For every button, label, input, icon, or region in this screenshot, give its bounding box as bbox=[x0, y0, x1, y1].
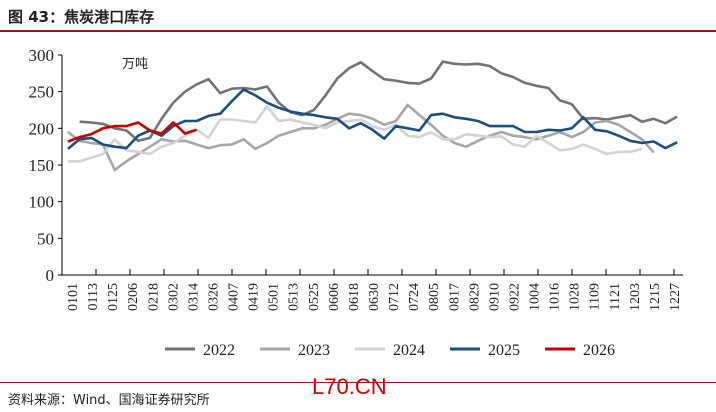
x-tick-label: 0419 bbox=[247, 283, 262, 311]
x-tick-label: 0407 bbox=[227, 283, 242, 311]
x-tick-label: 0829 bbox=[467, 283, 482, 311]
x-tick-label: 1227 bbox=[668, 283, 683, 311]
x-tick-label: 1121 bbox=[608, 283, 623, 310]
x-tick-label: 0817 bbox=[447, 283, 462, 311]
x-tick-label: 0910 bbox=[487, 283, 502, 311]
series-line-2026 bbox=[67, 121, 198, 143]
legend-label-2024: 2024 bbox=[393, 342, 425, 359]
legend-label-2023: 2023 bbox=[298, 342, 330, 359]
legend-label-2022: 2022 bbox=[203, 342, 235, 359]
x-tick-label: 0314 bbox=[186, 283, 201, 311]
x-tick-label: 0525 bbox=[307, 283, 322, 311]
x-tick-label: 0922 bbox=[507, 283, 522, 311]
y-tick-label: 200 bbox=[29, 119, 55, 138]
figure-title: 图 43：焦炭港口库存 bbox=[8, 8, 155, 26]
legend-label-2025: 2025 bbox=[488, 342, 520, 359]
x-tick-label: 0724 bbox=[407, 283, 422, 311]
series-line-2025 bbox=[67, 88, 678, 150]
y-tick-label: 50 bbox=[37, 229, 54, 248]
x-tick-label: 0125 bbox=[106, 283, 121, 311]
x-tick-label: 0302 bbox=[166, 283, 181, 311]
x-tick-label: 1109 bbox=[588, 283, 603, 310]
x-tick-label: 0630 bbox=[367, 283, 382, 311]
y-tick-label: 250 bbox=[29, 83, 55, 102]
x-tick-label: 1203 bbox=[628, 283, 643, 311]
watermark: L70.CN bbox=[312, 374, 387, 399]
series-line-2024 bbox=[67, 105, 643, 163]
x-tick-label: 0712 bbox=[387, 283, 402, 311]
x-tick-label: 1016 bbox=[548, 283, 563, 311]
x-tick-label: 1004 bbox=[528, 283, 543, 311]
x-tick-label: 0513 bbox=[287, 283, 302, 311]
source-divider bbox=[0, 382, 716, 383]
x-tick-label: 0101 bbox=[66, 283, 81, 311]
x-tick-label: 0805 bbox=[427, 283, 442, 311]
x-tick-label: 0218 bbox=[146, 283, 161, 311]
series-line-2022 bbox=[79, 60, 678, 143]
source-note: 资料来源：Wind、国海证券研究所 bbox=[8, 393, 210, 408]
title-divider bbox=[0, 30, 716, 32]
y-tick-label: 100 bbox=[29, 193, 55, 212]
x-tick-label: 0206 bbox=[126, 283, 141, 311]
x-tick-label: 0606 bbox=[327, 283, 342, 311]
x-tick-label: 0618 bbox=[347, 283, 362, 311]
x-tick-label: 1028 bbox=[568, 283, 583, 311]
y-tick-label: 300 bbox=[29, 46, 55, 65]
x-tick-label: 0326 bbox=[206, 283, 221, 311]
x-tick-label: 1215 bbox=[648, 283, 663, 311]
legend-label-2026: 2026 bbox=[583, 342, 615, 359]
x-tick-label: 0113 bbox=[86, 283, 101, 310]
y-tick-label: 150 bbox=[29, 156, 55, 175]
series-line-2023 bbox=[67, 103, 655, 172]
y-tick-label: 0 bbox=[46, 266, 55, 285]
unit-label: 万吨 bbox=[122, 57, 148, 72]
x-tick-label: 0501 bbox=[267, 283, 282, 311]
